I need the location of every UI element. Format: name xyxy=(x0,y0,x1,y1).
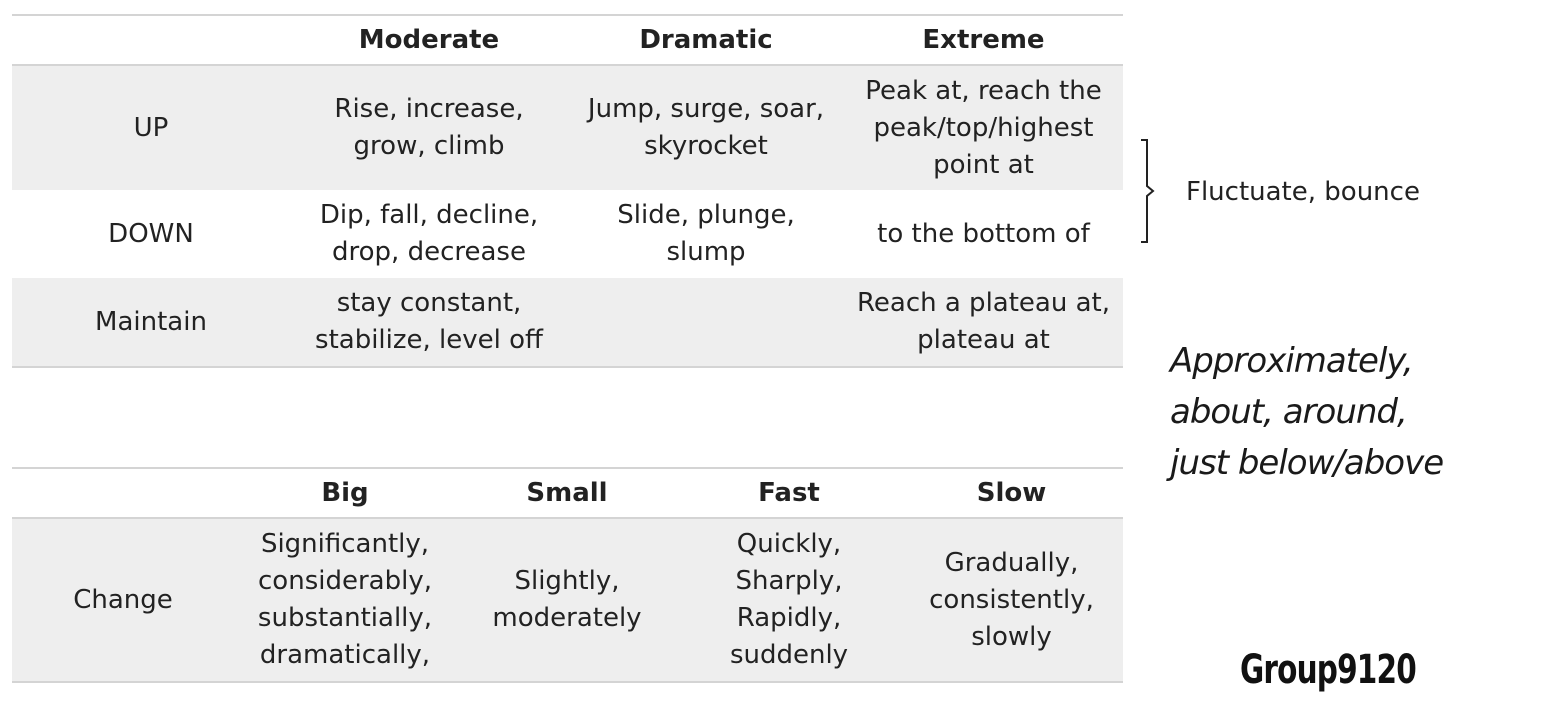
cell-change-fast: Quickly, Sharply, Rapidly, suddenly xyxy=(678,526,900,674)
curly-bracket-icon xyxy=(1141,139,1155,243)
side-note-fluctuate: Fluctuate, bounce xyxy=(1186,177,1420,207)
header-big: Big xyxy=(321,477,369,508)
handwritten-line: just below/above xyxy=(1170,443,1444,483)
cell-line: Slightly, xyxy=(514,566,620,596)
cell-line: point at xyxy=(933,149,1034,180)
cell-line: consistently, xyxy=(929,584,1094,615)
change-vocabulary-table: Big Small Fast Slow Change Significantly… xyxy=(12,467,1123,683)
cell-line: substantially, xyxy=(257,603,433,633)
cell-down-extreme: to the bottom of xyxy=(844,216,1123,253)
cell-up-extreme: Peak at, reach the peak/top/highest poin… xyxy=(844,73,1123,184)
handwritten-line: Approximately, xyxy=(1170,341,1414,381)
cell-line: drop, decrease xyxy=(332,237,526,267)
cell-line: Gradually, xyxy=(944,547,1079,578)
cell-line: grow, climb xyxy=(353,131,505,161)
cell-line: Peak at, reach the xyxy=(865,75,1102,106)
header-dramatic: Dramatic xyxy=(639,24,773,55)
cell-maintain-extreme: Reach a plateau at, plateau at xyxy=(844,285,1123,359)
cell-line: Rapidly, xyxy=(736,603,842,633)
cell-change-slow: Gradually, consistently, slowly xyxy=(900,545,1123,656)
row-label-up: UP xyxy=(133,112,169,143)
table-row: Maintain stay constant, stabilize, level… xyxy=(12,278,1123,366)
cell-line: Slide, plunge, xyxy=(617,200,795,230)
header-small: Small xyxy=(526,477,608,508)
cell-line: stabilize, level off xyxy=(315,325,543,355)
cell-line: Significantly, xyxy=(260,529,430,559)
handwritten-line: about, around, xyxy=(1170,392,1408,432)
handwritten-note: Approximately, about, around, just below… xyxy=(1170,336,1510,489)
cell-line: Quickly, xyxy=(736,529,842,559)
cell-up-dramatic: Jump, surge, soar, skyrocket xyxy=(568,91,844,165)
cell-line: plateau at xyxy=(917,325,1050,355)
cell-line: Dip, fall, decline, xyxy=(319,200,539,230)
cell-line: stay constant, xyxy=(336,288,522,318)
header-moderate: Moderate xyxy=(358,24,500,55)
cell-line: slump xyxy=(666,237,746,267)
header-slow: Slow xyxy=(976,477,1047,508)
cell-maintain-moderate: stay constant, stabilize, level off xyxy=(290,285,568,359)
table-header-row: Moderate Dramatic Extreme xyxy=(12,16,1123,66)
table-row: DOWN Dip, fall, decline, drop, decrease … xyxy=(12,190,1123,278)
cell-line: considerably, xyxy=(258,566,432,596)
cell-line: suddenly xyxy=(729,640,849,670)
watermark-text: Group9120 xyxy=(1240,647,1417,693)
cell-line: moderately xyxy=(492,603,642,633)
cell-line: skyrocket xyxy=(644,131,768,161)
cell-line: peak/top/highest xyxy=(873,112,1094,143)
row-label-change: Change xyxy=(73,584,173,615)
cell-line: dramatically, xyxy=(259,640,431,670)
table-row: UP Rise, increase, grow, climb Jump, sur… xyxy=(12,66,1123,190)
cell-line: Sharply, xyxy=(735,566,843,596)
cell-line: slowly xyxy=(971,621,1052,652)
table-row: Change Significantly, considerably, subs… xyxy=(12,519,1123,681)
cell-line: to the bottom of xyxy=(877,218,1090,249)
cell-up-moderate: Rise, increase, grow, climb xyxy=(290,91,568,165)
cell-line: Jump, surge, soar, xyxy=(587,94,825,124)
row-label-down: DOWN xyxy=(108,218,194,249)
movement-vocabulary-table: Moderate Dramatic Extreme UP Rise, incre… xyxy=(12,14,1123,368)
header-extreme: Extreme xyxy=(922,24,1045,55)
row-label-maintain: Maintain xyxy=(95,306,207,337)
cell-down-dramatic: Slide, plunge, slump xyxy=(568,197,844,271)
cell-line: Rise, increase, xyxy=(334,94,524,124)
table-header-row: Big Small Fast Slow xyxy=(12,469,1123,519)
cell-change-big: Significantly, considerably, substantial… xyxy=(234,526,456,674)
cell-down-moderate: Dip, fall, decline, drop, decrease xyxy=(290,197,568,271)
cell-line: Reach a plateau at, xyxy=(857,288,1110,318)
header-fast: Fast xyxy=(758,477,820,508)
cell-change-small: Slightly, moderately xyxy=(456,563,678,637)
